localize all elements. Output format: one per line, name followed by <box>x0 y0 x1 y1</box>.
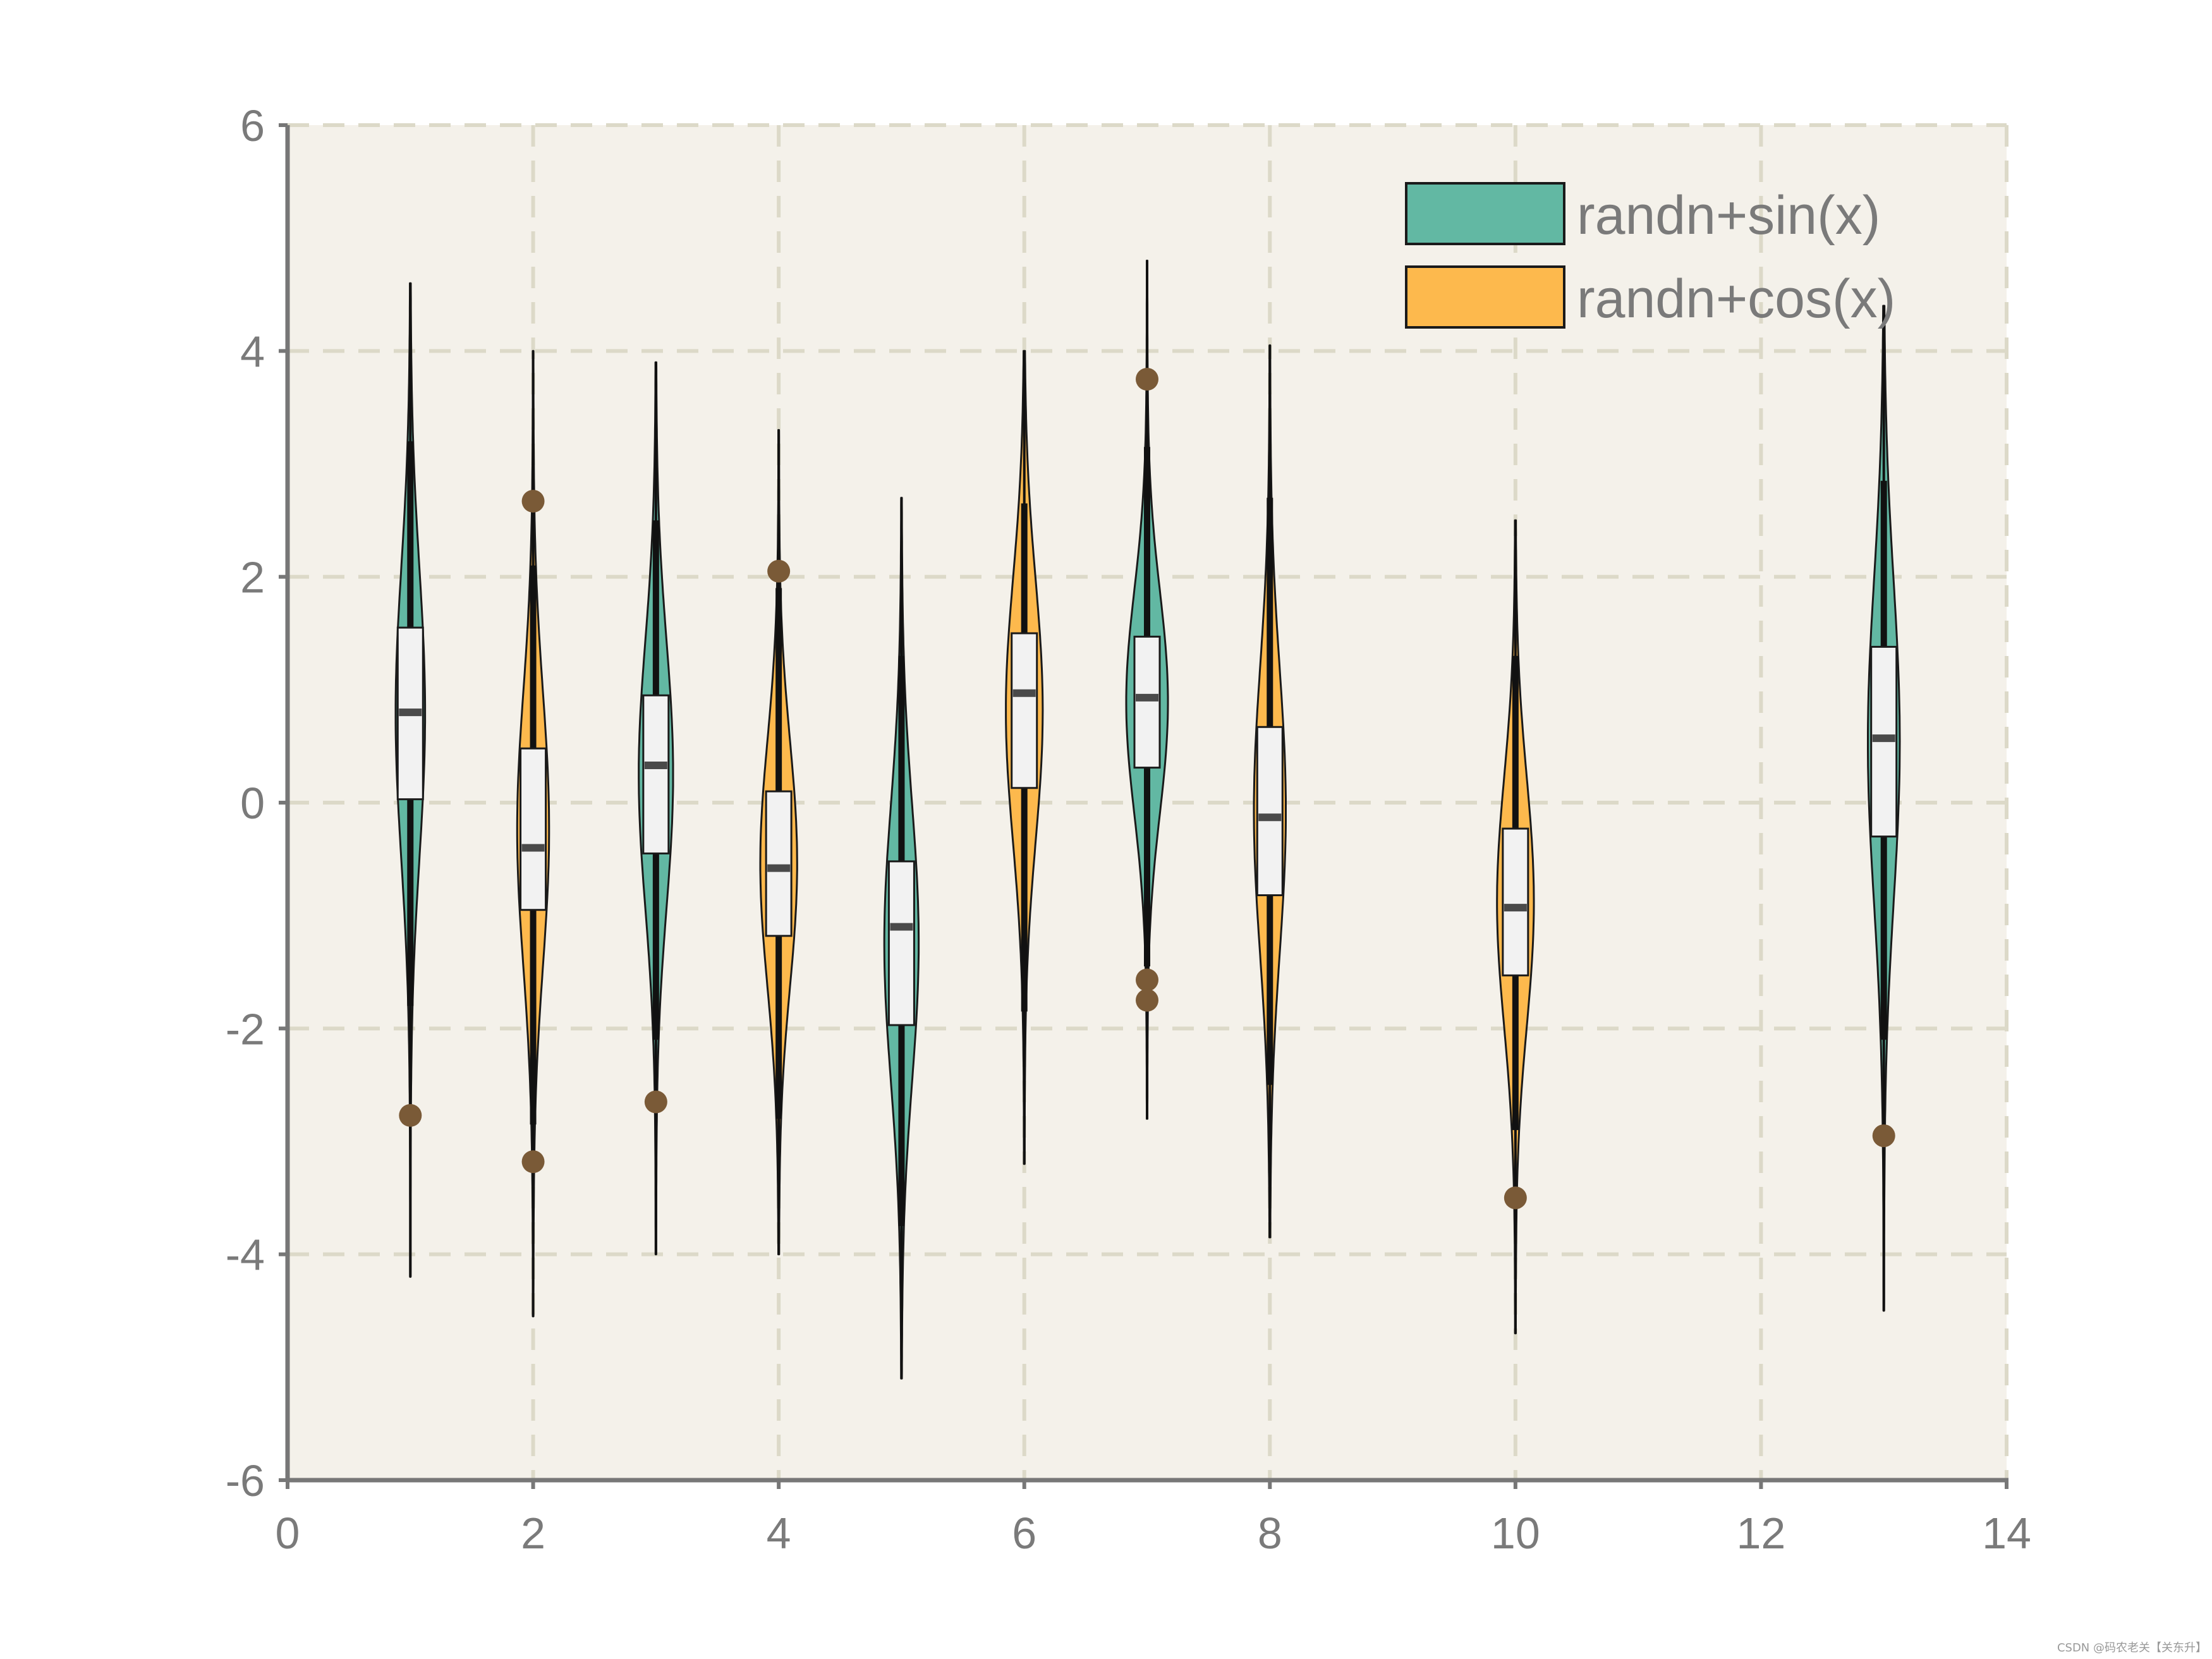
iqr-box <box>1502 827 1529 976</box>
outlier-point <box>399 1103 422 1127</box>
x-tick-label: 12 <box>1736 1509 1785 1558</box>
outlier-point <box>767 559 791 583</box>
iqr-box <box>642 694 670 854</box>
violin-cos-4 <box>759 428 798 1256</box>
violin-cos-10 <box>1496 519 1535 1335</box>
iqr-box <box>887 860 915 1026</box>
y-tick-label: 2 <box>240 553 265 602</box>
iqr-box <box>1133 635 1161 769</box>
watermark: CSDN @码农老关【关东升】 <box>2057 1641 2207 1655</box>
x-tick-label: 2 <box>521 1509 545 1558</box>
outlier-point <box>1872 1124 1895 1148</box>
legend-swatch-sin <box>1405 182 1565 245</box>
outlier-point <box>1136 968 1158 992</box>
x-tick-label: 10 <box>1491 1509 1540 1558</box>
violin-cos-6 <box>1005 349 1044 1165</box>
outlier-point <box>521 1150 545 1174</box>
violins-layer <box>394 259 1901 1380</box>
y-tick-label: 4 <box>240 327 265 376</box>
violin-sin-7 <box>1125 259 1169 1120</box>
outlier-point <box>1136 368 1158 391</box>
tick-labels: -6 -4 -2 0 2 4 6 0 2 4 6 8 10 12 14 <box>226 101 2031 1558</box>
outlier-point <box>521 489 545 513</box>
legend-swatch-cos <box>1405 265 1565 329</box>
x-tick-label: 8 <box>1258 1509 1282 1558</box>
axes <box>279 123 2008 1489</box>
violin-cos-8 <box>1253 344 1287 1239</box>
y-tick-label: -2 <box>226 1004 265 1054</box>
legend-label-sin: randn+sin(x) <box>1577 185 1880 246</box>
iqr-box <box>520 747 547 911</box>
outlier-point <box>644 1090 667 1114</box>
y-tick-label: 6 <box>240 101 265 150</box>
iqr-box <box>1256 726 1284 897</box>
outlier-point <box>1136 988 1158 1012</box>
x-tick-label: 0 <box>276 1509 300 1558</box>
iqr-box <box>765 790 793 937</box>
x-tick-label: 6 <box>1012 1509 1036 1558</box>
violin-cos-2 <box>516 349 550 1318</box>
legend-label-cos: randn+cos(x) <box>1577 269 1895 329</box>
y-tick-label: 0 <box>240 779 265 828</box>
y-tick-label: -6 <box>226 1456 265 1505</box>
violin-sin-13 <box>1867 305 1901 1312</box>
violin-sin-1 <box>394 282 427 1278</box>
outlier-point <box>1504 1186 1527 1210</box>
violin-sin-5 <box>883 497 920 1380</box>
y-tick-label: -4 <box>226 1231 265 1280</box>
x-tick-label: 14 <box>1982 1509 2031 1558</box>
violin-sin-3 <box>638 361 674 1256</box>
x-tick-label: 4 <box>767 1509 791 1558</box>
iqr-box <box>1011 632 1038 789</box>
legend: randn+sin(x) randn+cos(x) <box>1405 182 1895 329</box>
